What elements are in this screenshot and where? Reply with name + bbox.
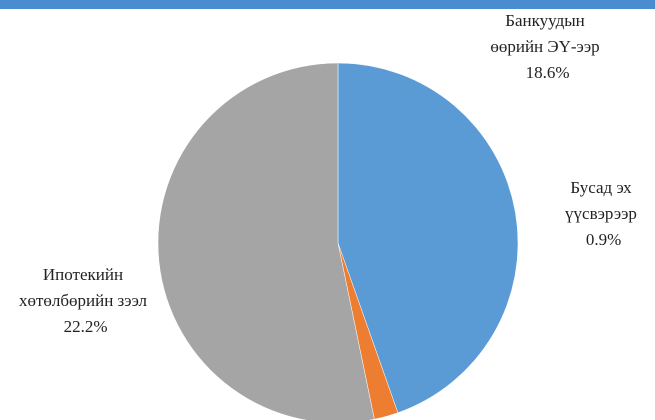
label-value: 0.9% [585, 230, 622, 249]
header-bar [0, 0, 655, 9]
label-name: Банкуудын өөрийн ЭҮ-ээр [490, 11, 600, 56]
label-name: Бусад эх үүсвэрээр [565, 178, 637, 223]
data-label: Банкуудын өөрийн ЭҮ-ээр 18.6% [482, 8, 608, 86]
data-label: Бусад эх үүсвэрээр 0.9% [545, 175, 655, 253]
label-name: Ипотекийн хөтөлбөрийн зээл [18, 265, 148, 310]
label-value: 18.6% [525, 63, 570, 82]
pie-slice [337, 62, 519, 414]
data-label: Ипотекийн хөтөлбөрийн зээл 22.2% [8, 262, 158, 340]
label-value: 22.2% [63, 317, 108, 336]
pie-slice [157, 62, 375, 420]
